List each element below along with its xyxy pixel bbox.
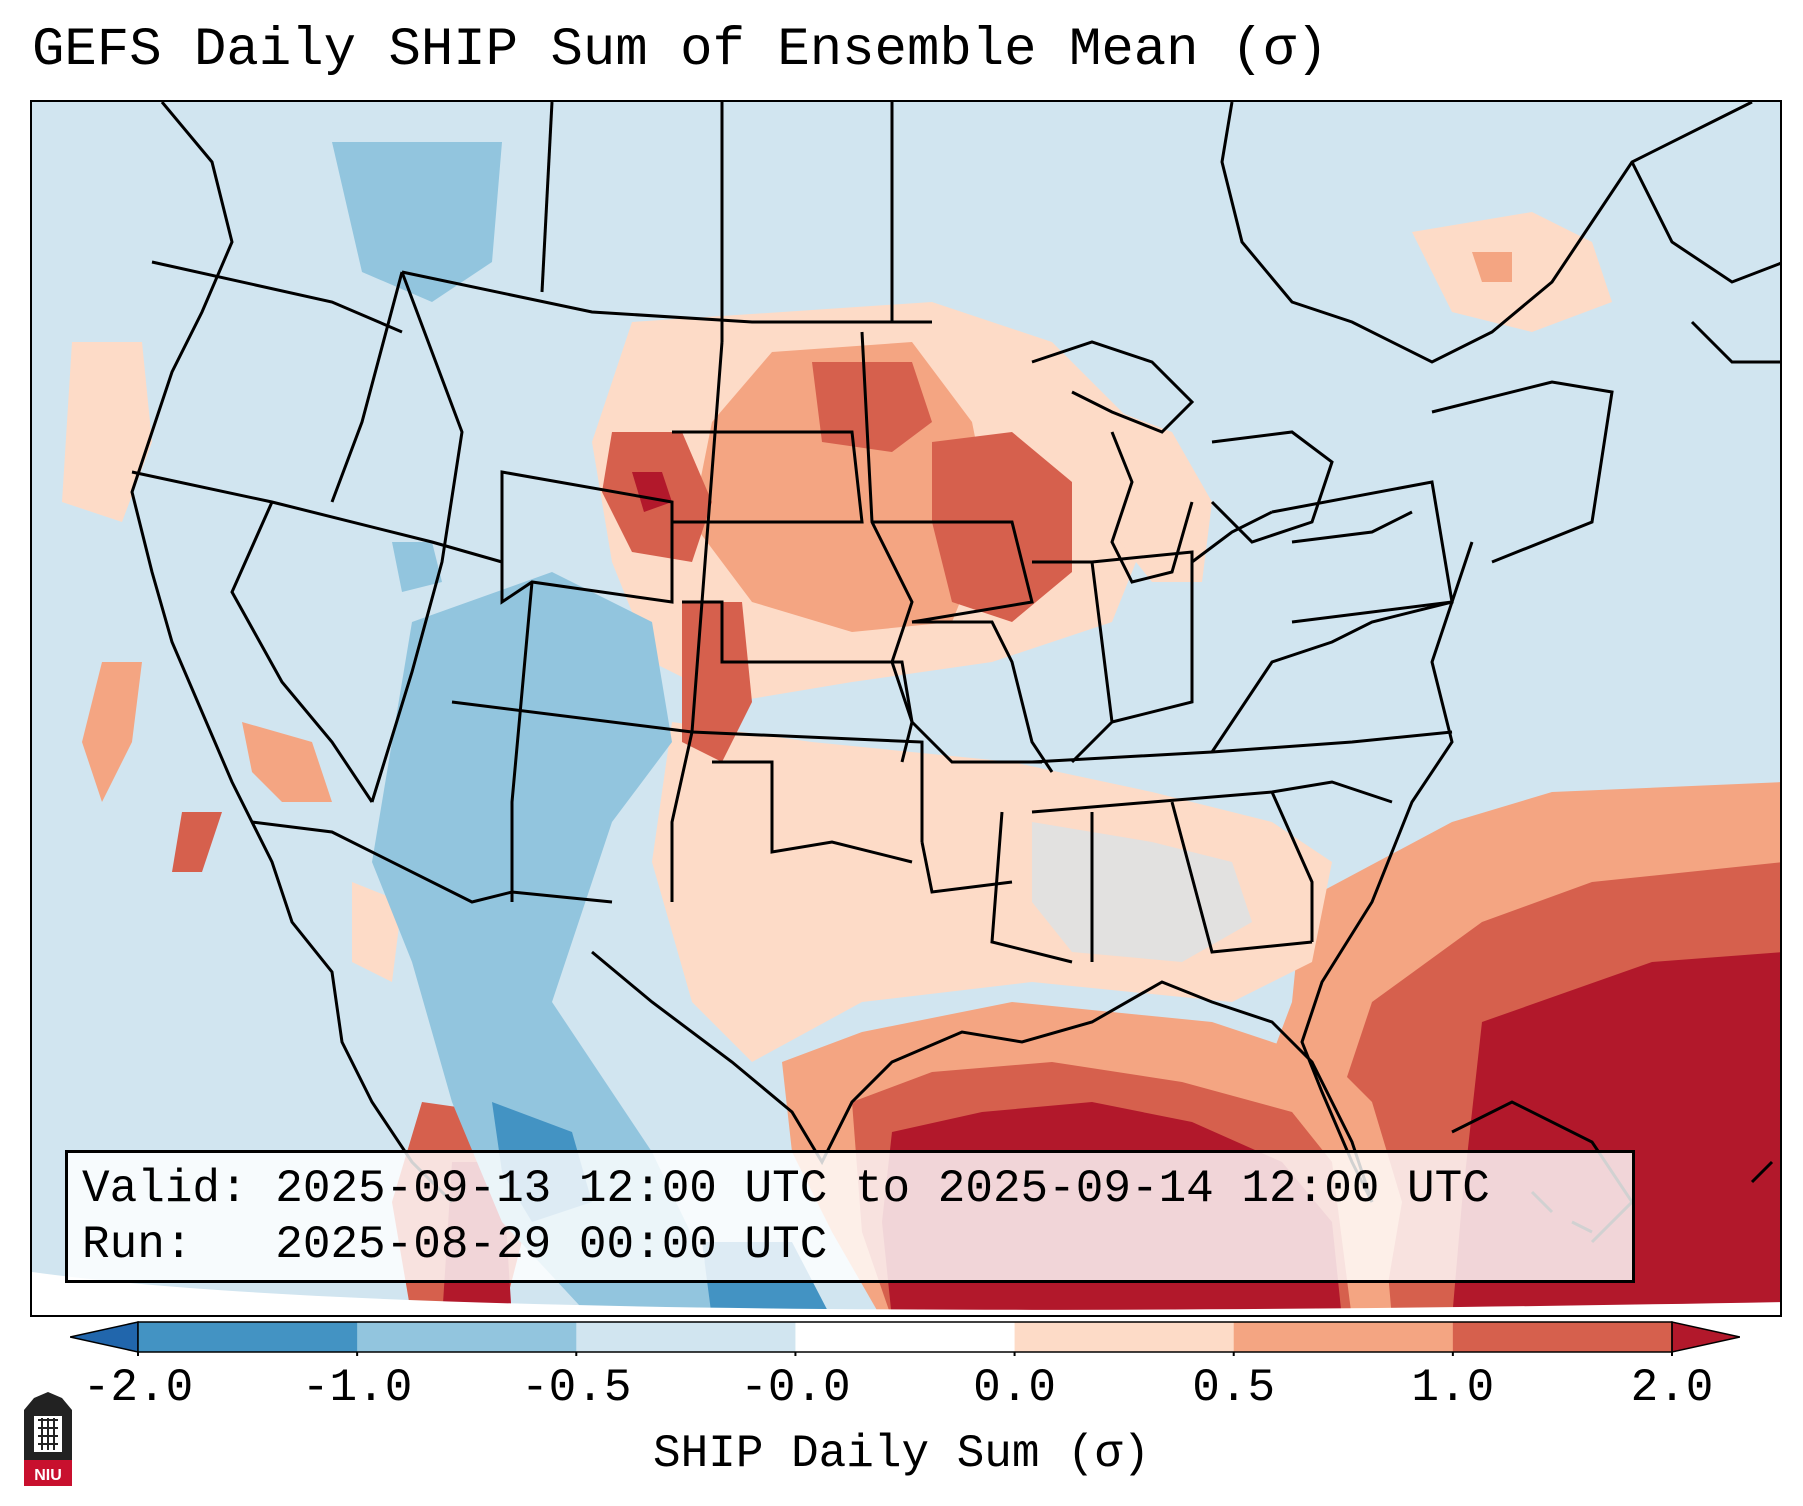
colorbar-arrow-low	[70, 1321, 139, 1353]
run-time-line: Run: 2025-08-29 00:00 UTC	[82, 1219, 828, 1271]
negative-anomaly-southwest	[332, 142, 830, 1315]
colorbar-tick-label: -1.0	[301, 1362, 413, 1414]
colorbar-segment	[357, 1322, 577, 1352]
colorbar-tick-label: -2.0	[82, 1362, 194, 1414]
colorbar-segment	[138, 1322, 358, 1352]
colorbar-tick-label: 0.0	[973, 1362, 1056, 1414]
logo-text: NIU	[34, 1467, 62, 1484]
colorbar-tick-label: 0.5	[1192, 1362, 1276, 1414]
state-boundaries	[130, 102, 1780, 1244]
projection-edge	[32, 1272, 1780, 1315]
chart-title: GEFS Daily SHIP Sum of Ensemble Mean (σ)	[32, 20, 1329, 81]
positive-anomaly-south	[652, 722, 1332, 1062]
validity-info-box: Valid: 2025-09-13 12:00 UTC to 2025-09-1…	[65, 1150, 1635, 1283]
colorbar-segment	[576, 1322, 796, 1352]
colorbar-tick-label: -0.0	[740, 1362, 851, 1414]
colorbar-segment	[1014, 1322, 1235, 1352]
colorbar-label: SHIP Daily Sum (σ)	[653, 1428, 1150, 1480]
colorbar-tick-label: 2.0	[1630, 1362, 1714, 1414]
colorbar-tick-label: -0.5	[521, 1362, 632, 1414]
map-panel	[30, 100, 1782, 1317]
valid-time-line: Valid: 2025-09-13 12:00 UTC to 2025-09-1…	[82, 1163, 1490, 1215]
colorbar-tick-label: 1.0	[1411, 1362, 1495, 1414]
niu-logo-icon: NIU	[24, 1392, 72, 1486]
anomaly-map	[32, 102, 1780, 1315]
colorbar-segment	[1452, 1322, 1673, 1352]
colorbar-segment	[1233, 1322, 1454, 1352]
colorbar-segment	[795, 1322, 1016, 1352]
colorbar-arrow-high	[1671, 1321, 1740, 1353]
colorbar	[70, 1321, 1740, 1356]
